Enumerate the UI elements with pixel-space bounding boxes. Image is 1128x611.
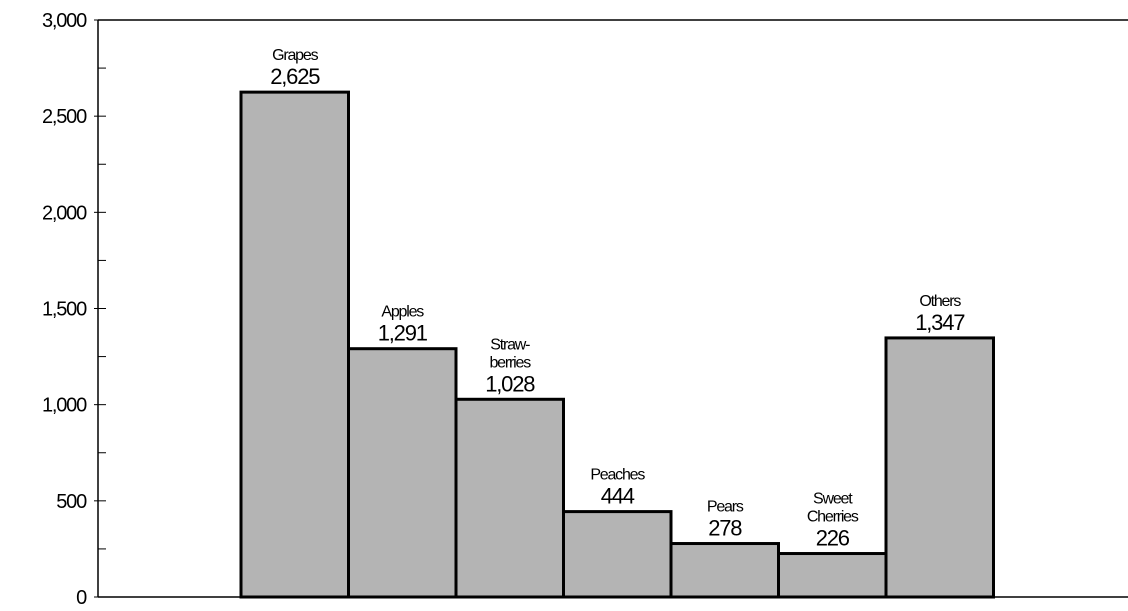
y-tick-label: 2,000 bbox=[42, 202, 87, 224]
bar-category-label: Pears bbox=[707, 499, 744, 516]
bar bbox=[454, 397, 565, 599]
bar-category-label: Peaches bbox=[590, 467, 645, 484]
bar-category-label: Cherries bbox=[807, 509, 859, 526]
bar-category-label: Apples bbox=[381, 304, 424, 321]
bars-layer bbox=[239, 90, 995, 599]
bar-value-label: 2,625 bbox=[270, 64, 320, 89]
y-tick-label: 0 bbox=[76, 587, 87, 606]
bar-value-label: 1,347 bbox=[915, 310, 965, 335]
bar-category-label: Others bbox=[919, 293, 961, 310]
y-tick-label: 3,000 bbox=[42, 10, 87, 32]
bar bbox=[347, 347, 458, 599]
bar-value-label: 1,028 bbox=[485, 371, 535, 396]
bar bbox=[884, 336, 995, 599]
bar bbox=[239, 90, 350, 599]
y-tick-label: 1,000 bbox=[42, 395, 87, 417]
bar-category-label: berries bbox=[489, 354, 531, 371]
bar-value-label: 1,291 bbox=[378, 321, 428, 346]
bar-category-label: Straw- bbox=[490, 336, 530, 353]
bar bbox=[669, 542, 780, 599]
bar-value-label: 444 bbox=[601, 484, 635, 509]
y-tick-label: 1,500 bbox=[42, 299, 87, 321]
bar-category-label: Grapes bbox=[272, 47, 318, 64]
y-tick-label: 500 bbox=[56, 491, 87, 513]
y-tick-label: 2,500 bbox=[42, 106, 87, 128]
bar-value-label: 226 bbox=[816, 526, 850, 551]
bar-value-label: 278 bbox=[708, 516, 742, 541]
bar bbox=[562, 510, 673, 599]
bar-category-label: Sweet bbox=[813, 491, 853, 508]
bar bbox=[777, 552, 888, 599]
